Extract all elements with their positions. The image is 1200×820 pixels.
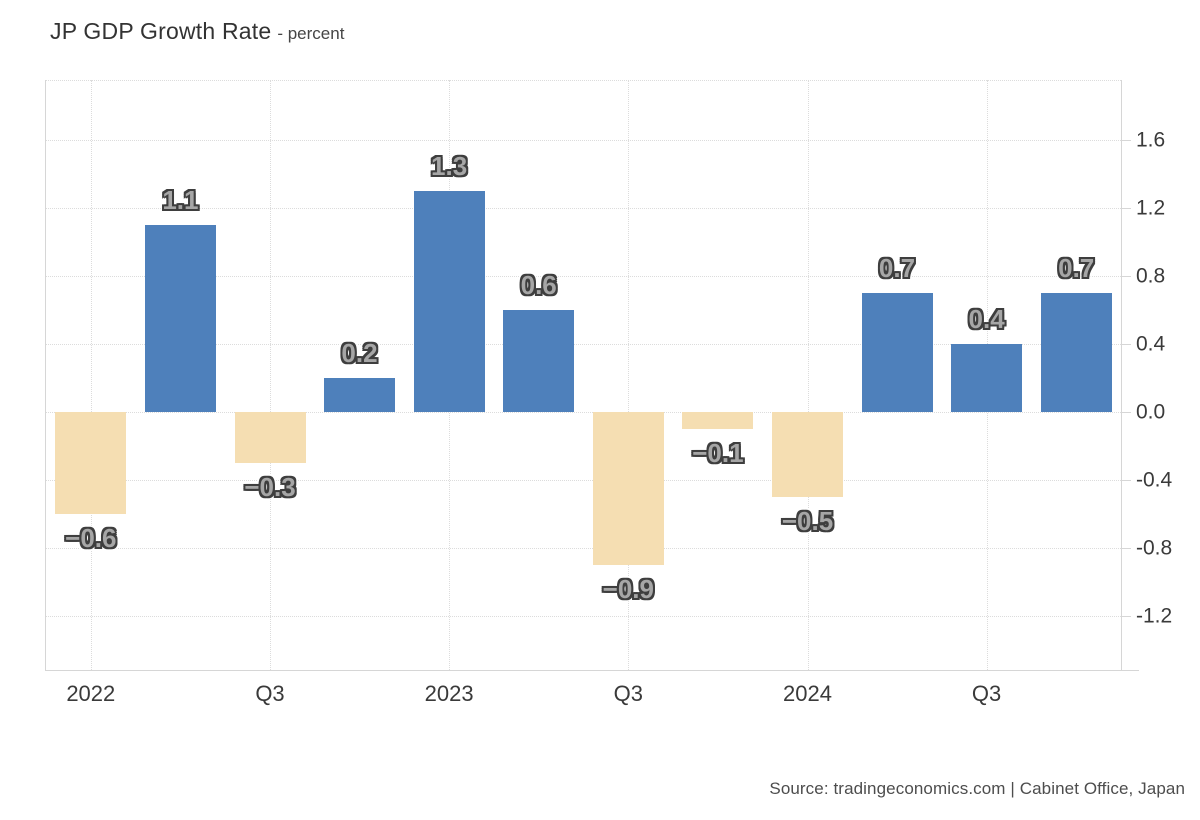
y-tick-mark [1122, 411, 1131, 413]
h-gridline [46, 615, 1121, 617]
y-tick-label: 0.0 [1136, 400, 1166, 424]
bar-value-label: 0.2 [341, 337, 378, 368]
source-attribution: Source: tradingeconomics.com | Cabinet O… [769, 779, 1185, 798]
bar-value-label: 1.3 [431, 150, 468, 181]
y-tick-mark [1122, 343, 1131, 345]
x-tick-label: 2023 [424, 681, 474, 706]
h-gridline [46, 343, 1121, 345]
bar[interactable] [503, 309, 575, 412]
x-tick-label: 2022 [66, 681, 116, 706]
y-tick-label: 1.6 [1136, 128, 1166, 151]
y-tick-label: -0.8 [1136, 536, 1173, 560]
bar-value-label: 0.6 [520, 269, 557, 300]
bar[interactable] [234, 411, 306, 463]
bar[interactable] [772, 411, 843, 497]
y-tick-mark [1122, 479, 1131, 481]
y-tick-label: -1.2 [1136, 604, 1173, 628]
x-tick-label: Q3 [613, 681, 643, 706]
bar-value-label: 0.7 [878, 252, 916, 283]
h-gridline [46, 547, 1121, 549]
bar-value-label: 0.7 [1058, 252, 1095, 283]
bar[interactable] [951, 343, 1023, 412]
bar-value-label: 1.1 [162, 184, 199, 215]
h-gridline [46, 479, 1121, 481]
y-tick-mark [1122, 615, 1131, 617]
v-gridline [270, 80, 271, 670]
plot-area: 1.6 1.2 0.8 0.4 0.0 -0.4 -0.8 -1.2 2022 Q3 2023 Q3 2… [45, 80, 1172, 705]
x-tick-label: Q3 [971, 681, 1002, 706]
bar-value-label: −0.9 [602, 573, 654, 604]
bar[interactable] [861, 292, 933, 412]
chart-title-text: JP GDP Growth Rate [50, 18, 272, 44]
y-tick-label: 0.8 [1136, 264, 1166, 287]
x-tick-label: 2024 [783, 681, 832, 706]
bar[interactable] [413, 190, 485, 412]
y-tick-mark [1122, 207, 1131, 209]
y-tick-label: 0.4 [1136, 332, 1166, 355]
bar-value-label: −0.5 [781, 505, 834, 536]
bar-value-label: −0.1 [692, 437, 744, 468]
chart-title: JP GDP Growth Rate - percent [50, 18, 344, 45]
x-axis-baseline-extension [1121, 670, 1139, 671]
bar-value-label: −0.6 [65, 522, 117, 553]
bar[interactable] [55, 411, 127, 514]
h-gridline [46, 275, 1121, 277]
y-tick-label: -0.4 [1136, 468, 1173, 492]
bar[interactable] [144, 224, 216, 412]
y-tick-mark [1122, 275, 1131, 277]
h-gridline [46, 411, 1121, 413]
h-gridline [46, 139, 1121, 141]
v-gridline [807, 80, 809, 670]
h-gridline [46, 207, 1121, 209]
chart-subtitle-text: - percent [277, 24, 345, 43]
v-gridline [90, 80, 92, 670]
x-tick-label: Q3 [255, 681, 285, 706]
bar[interactable] [324, 377, 395, 412]
bar[interactable] [1040, 292, 1112, 412]
v-gridline [628, 80, 630, 670]
bar[interactable] [682, 411, 754, 429]
plot-top-gridline [46, 80, 1121, 81]
y-tick-mark [1122, 547, 1131, 549]
y-tick-label: 1.2 [1136, 196, 1166, 219]
y-tick-mark [1122, 139, 1131, 141]
bar-value-label: −0.3 [244, 471, 296, 502]
bar[interactable] [592, 411, 664, 565]
bar-value-label: 0.4 [968, 303, 1005, 334]
